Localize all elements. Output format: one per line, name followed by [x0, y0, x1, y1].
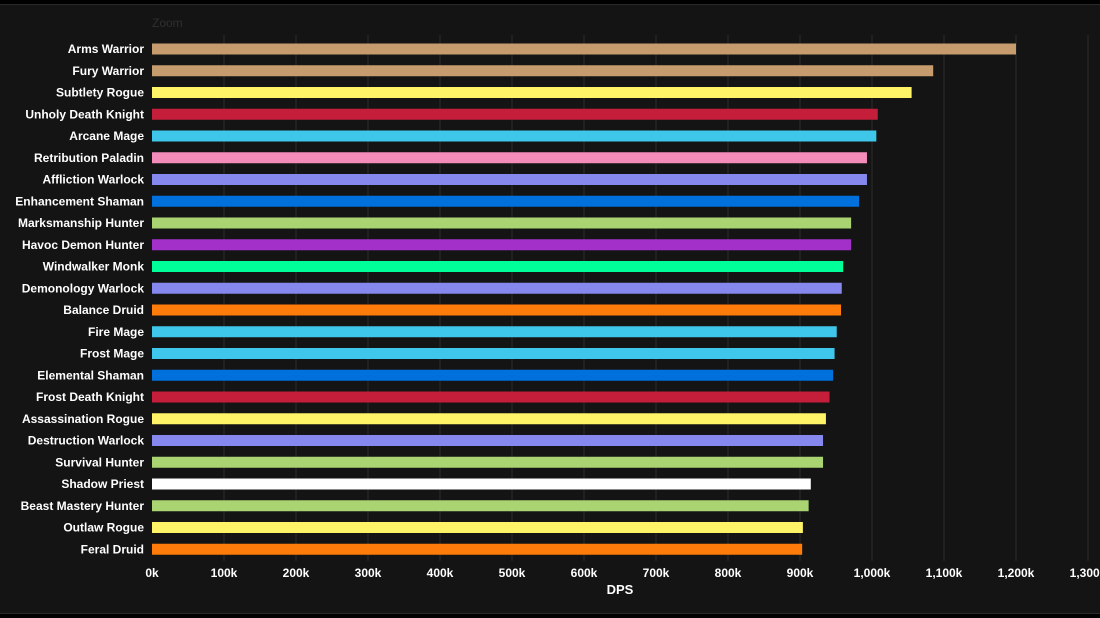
category-label: Marksmanship Hunter: [18, 216, 144, 230]
bar[interactable]: [152, 413, 826, 425]
x-tick-label: 500k: [499, 566, 526, 580]
category-label: Affliction Warlock: [42, 173, 144, 187]
x-tick-label: 400k: [427, 566, 454, 580]
x-tick-label: 300k: [355, 566, 382, 580]
bar[interactable]: [152, 239, 852, 251]
bar[interactable]: [152, 478, 811, 490]
bar[interactable]: [152, 174, 867, 185]
x-tick-label: 1,100k: [926, 566, 963, 580]
bar[interactable]: [152, 369, 834, 381]
category-label: Shadow Priest: [61, 477, 144, 491]
bar[interactable]: [152, 348, 835, 359]
category-label: Fire Mage: [88, 325, 144, 339]
category-label: Frost Death Knight: [36, 390, 144, 404]
category-label: Balance Druid: [63, 303, 144, 317]
bar[interactable]: [152, 326, 837, 338]
x-tick-label: 700k: [643, 566, 670, 580]
bar[interactable]: [152, 391, 830, 403]
x-tick-label: 200k: [283, 566, 310, 580]
category-label: Assassination Rogue: [22, 412, 144, 426]
x-tick-label: 1,000k: [854, 566, 891, 580]
category-label: Windwalker Monk: [43, 260, 145, 274]
bar[interactable]: [152, 435, 824, 446]
category-label: Feral Druid: [81, 542, 144, 556]
bar[interactable]: [152, 217, 852, 229]
category-label: Elemental Shaman: [37, 368, 144, 382]
x-axis-title: DPS: [607, 582, 634, 597]
x-tick-label: 900k: [787, 566, 814, 580]
category-label: Destruction Warlock: [28, 434, 145, 448]
category-label: Demonology Warlock: [22, 281, 145, 295]
bar[interactable]: [152, 87, 912, 98]
grid-lines: [223, 35, 1089, 561]
category-label: Subtlety Rogue: [56, 86, 144, 100]
bar[interactable]: [152, 65, 934, 77]
zoom-label[interactable]: Zoom: [152, 16, 183, 30]
bar[interactable]: [152, 43, 1016, 55]
category-label: Retribution Paladin: [34, 151, 144, 165]
x-tick-label: 0k: [145, 566, 159, 580]
bar[interactable]: [152, 108, 878, 120]
bars: [152, 43, 1016, 555]
category-label: Fury Warrior: [72, 64, 144, 78]
dps-bar-chart: Arms Warrior Fury Warrior Subtlety Rogue Un…: [15, 35, 1100, 597]
chart-frame: Zoom Arms Warrior Fury Warrior Subtlety Ro…: [0, 4, 1100, 614]
category-label: Beast Mastery Hunter: [21, 499, 145, 513]
bar[interactable]: [152, 195, 860, 207]
bar[interactable]: [152, 543, 803, 555]
x-tick-label: 1,300k: [1070, 566, 1100, 580]
bar[interactable]: [152, 282, 842, 294]
bar[interactable]: [152, 130, 877, 142]
category-label: Enhancement Shaman: [15, 194, 144, 208]
x-tick-label: 600k: [571, 566, 598, 580]
x-tick-label: 100k: [211, 566, 238, 580]
category-labels: Arms Warrior Fury Warrior Subtlety Rogue Un…: [15, 42, 144, 556]
bar[interactable]: [152, 456, 824, 468]
bar[interactable]: [152, 522, 803, 533]
category-label: Arms Warrior: [68, 42, 145, 56]
bar[interactable]: [152, 152, 867, 164]
bar[interactable]: [152, 500, 809, 512]
category-label: Arcane Mage: [69, 129, 144, 143]
category-label: Frost Mage: [80, 347, 144, 361]
bar[interactable]: [152, 261, 844, 272]
x-axis-ticks: 0k 100k 200k 300k 400k 500k 600k 700k 800k 900k 1,…: [145, 566, 1100, 580]
x-tick-label: 1,200k: [998, 566, 1035, 580]
category-label: Unholy Death Knight: [25, 107, 144, 121]
bar[interactable]: [152, 304, 842, 316]
category-label: Havoc Demon Hunter: [22, 238, 144, 252]
category-label: Survival Hunter: [55, 455, 144, 469]
category-label: Outlaw Rogue: [63, 521, 144, 535]
x-tick-label: 800k: [715, 566, 742, 580]
